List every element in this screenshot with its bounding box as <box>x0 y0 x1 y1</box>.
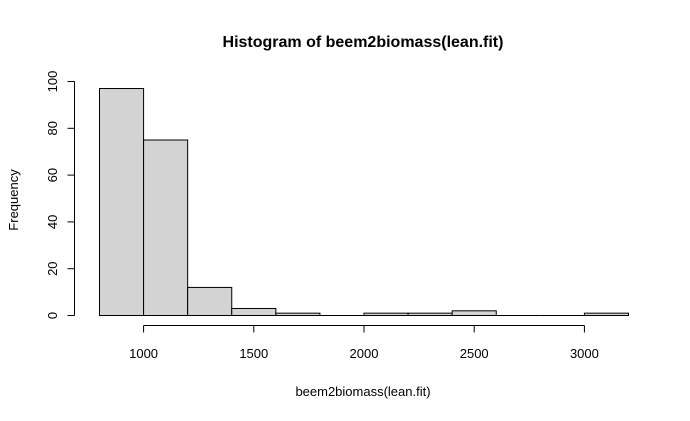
y-axis: 0 20 40 60 80 100 <box>45 71 75 319</box>
x-tick-label: 2000 <box>350 346 379 361</box>
y-tick-label: 60 <box>45 168 60 182</box>
y-axis-label: Frequency <box>6 169 21 231</box>
chart-title: Histogram of beem2biomass(lean.fit) <box>223 34 504 51</box>
y-tick-label: 100 <box>45 71 60 93</box>
histogram-bar <box>407 312 453 317</box>
x-axis: 1000 1500 2000 2500 3000 <box>129 325 599 361</box>
x-tick-label: 2500 <box>460 346 489 361</box>
histogram-bar <box>363 312 409 317</box>
x-axis-label: beem2biomass(lean.fit) <box>295 384 430 399</box>
y-tick-label: 40 <box>45 215 60 229</box>
y-tick-label: 80 <box>45 121 60 135</box>
y-tick-label: 0 <box>45 312 60 319</box>
x-tick-label: 3000 <box>570 346 599 361</box>
histogram-bar <box>583 312 630 317</box>
histogram-bar <box>451 310 497 317</box>
bars-group <box>99 88 630 317</box>
x-tick-label: 1500 <box>239 346 268 361</box>
x-tick-label: 1000 <box>129 346 158 361</box>
histogram-bar <box>99 88 145 316</box>
histogram-bar <box>275 312 321 317</box>
histogram-bar <box>143 139 189 316</box>
y-tick-label: 20 <box>45 261 60 275</box>
histogram-bar <box>231 307 277 317</box>
histogram-bar <box>187 286 233 317</box>
